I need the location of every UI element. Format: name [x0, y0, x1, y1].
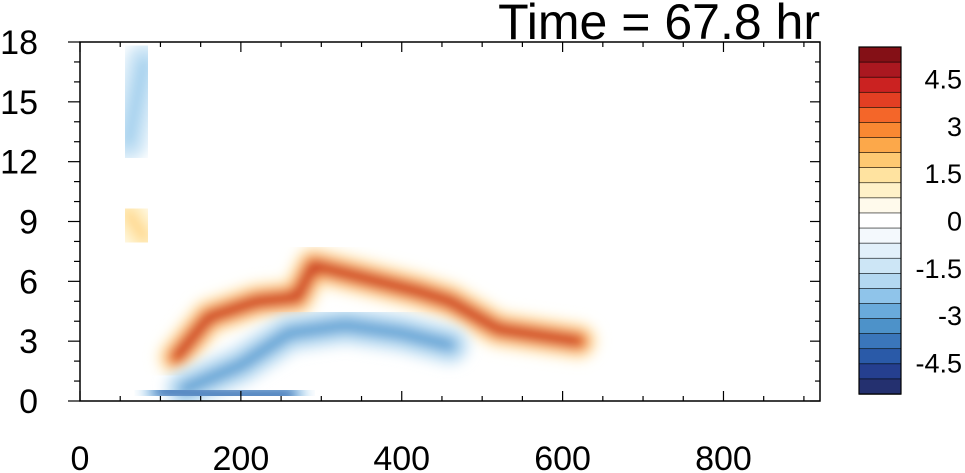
colorbar-label: -4.5: [915, 348, 962, 378]
colorbar-swatch: [858, 378, 902, 395]
heatmap-feature: [108, 193, 165, 258]
x-tick-label: 200: [213, 440, 270, 473]
colorbar-swatch: [858, 107, 902, 124]
colorbar-swatch: [858, 122, 902, 139]
y-tick-label: 12: [0, 144, 38, 182]
colorbar-swatch: [858, 167, 902, 184]
heatmap-feature: [140, 371, 310, 401]
colorbar: 4.5 3 1.5 0 -1.5 -3 -4.5: [858, 46, 962, 395]
colorbar-swatch: [858, 182, 902, 199]
colorbar-label: 0: [947, 207, 962, 237]
x-tick-label: 0: [71, 440, 90, 473]
colorbar-label: 4.5: [924, 65, 962, 95]
y-tick-label: 6: [19, 263, 38, 301]
colorbar-swatch: [858, 257, 902, 275]
x-tick-label: 600: [534, 440, 591, 473]
colorbar-swatch: [858, 227, 902, 244]
y-tick-label: 9: [19, 204, 38, 242]
y-axis: 0 3 6 9 12 15 18: [0, 24, 820, 421]
colorbar-label: -3: [938, 301, 962, 331]
colorbar-swatch: [858, 348, 902, 365]
colorbar-swatch: [858, 76, 902, 93]
colorbar-swatch: [858, 288, 902, 305]
colorbar-swatch: [858, 61, 902, 78]
colorbar-swatch: [858, 152, 902, 169]
heatmap-contour-band: [125, 210, 148, 241]
colorbar-swatch: [858, 46, 902, 63]
heatmap-feature: [108, 42, 165, 162]
colorbar-swatch: [858, 273, 902, 290]
x-tick-label: 400: [373, 440, 430, 473]
colorbar-swatch: [858, 303, 902, 320]
colorbar-frame: [858, 46, 902, 395]
heatmap-feature: [164, 305, 470, 401]
heatmap-contour-band: [181, 322, 453, 393]
colorbar-label: 1.5: [924, 159, 962, 189]
colorbar-swatch: [858, 318, 902, 335]
heatmap-contour-band: [157, 388, 293, 399]
y-tick-label: 3: [19, 323, 38, 361]
colorbar-swatch: [858, 212, 902, 229]
x-axis: 0 200 400 600 800: [71, 42, 805, 473]
colorbar-swatch: [858, 333, 902, 350]
colorbar-label: -1.5: [915, 254, 962, 284]
colorbar-label: 3: [947, 112, 962, 142]
plot-area: [79, 41, 821, 402]
heatmap-contour-band: [125, 58, 148, 145]
heatmap-feature: [156, 245, 599, 378]
colorbar-swatch: [858, 197, 902, 214]
colorbar-swatch: [858, 137, 902, 154]
y-tick-label: 0: [19, 383, 38, 421]
heatmap-field: [108, 42, 599, 401]
heatmap-contour-band: [173, 262, 582, 361]
x-tick-label: 800: [695, 440, 752, 473]
y-tick-label: 18: [0, 24, 38, 62]
colorbar-swatch: [858, 91, 902, 109]
colorbar-swatch: [858, 363, 902, 380]
y-tick-label: 15: [0, 84, 38, 122]
colorbar-swatch: [858, 242, 902, 259]
